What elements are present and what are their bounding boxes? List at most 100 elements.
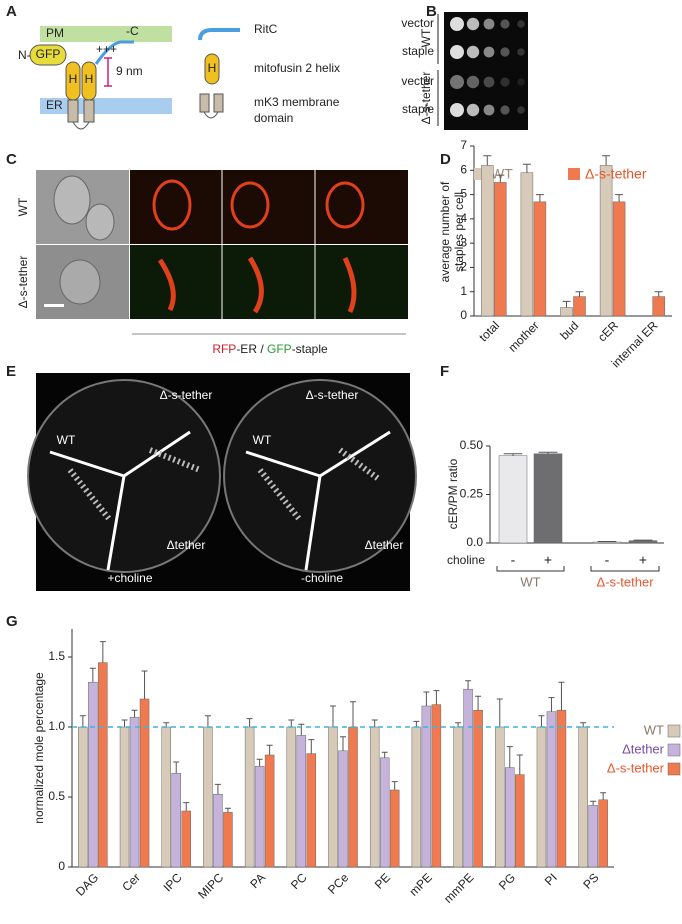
bar (286, 726, 297, 868)
x-tick-label: MIPC (195, 870, 226, 901)
caption: RFP-ER / GFP-staple (212, 342, 328, 356)
plate-label: WT (253, 433, 272, 447)
bar (78, 726, 88, 868)
ritc-label: RitC (254, 22, 278, 36)
x-tick-label: total (476, 318, 502, 344)
bar (588, 805, 598, 868)
error-bar (266, 744, 273, 755)
bar (599, 165, 613, 317)
error-bar (121, 719, 128, 727)
distance-label: 9 nm (116, 64, 143, 78)
bar (546, 711, 557, 868)
legend-label: Δtether (622, 741, 665, 756)
spot (450, 103, 464, 117)
bar (139, 698, 150, 868)
plate-label: Δ-s-tether (160, 388, 213, 402)
mk3-legend-label: mK3 membrane (254, 95, 340, 109)
bar (481, 165, 494, 317)
spot (483, 46, 495, 58)
row-label: Δ-s-tether (16, 256, 30, 309)
error-bar (475, 695, 482, 711)
er-stain (325, 181, 365, 229)
bar (306, 753, 317, 868)
spot (450, 75, 464, 89)
caption-part: -staple (292, 342, 328, 356)
bar (498, 455, 528, 544)
x-tick-label: + (544, 552, 552, 568)
x-tick-label: PI (542, 870, 560, 888)
error-bar (506, 746, 513, 768)
legend-swatch (667, 762, 681, 776)
plate-label: Δtether (167, 538, 206, 552)
cell (85, 203, 115, 241)
er-stain (152, 179, 192, 231)
y-tick-label: 5 (460, 187, 467, 201)
bar (628, 540, 658, 544)
error-bar (483, 155, 492, 166)
error-bar (204, 715, 211, 727)
pm-label: PM (46, 26, 64, 40)
row-label: vector (401, 74, 434, 88)
spot (450, 17, 464, 31)
fluorescence-image (130, 245, 408, 319)
x-tick-label: PC (288, 870, 310, 892)
legend-swatch (667, 724, 681, 738)
y-tick-label: 1.0 (48, 719, 65, 733)
error-bar (465, 680, 472, 690)
x-tick-label: bud (557, 318, 581, 342)
bar (598, 799, 608, 868)
er-stain (157, 256, 357, 314)
bar (338, 750, 348, 868)
x-tick-label: Cer (119, 870, 143, 894)
error-bar (371, 719, 378, 727)
bar (369, 726, 380, 868)
spot (517, 20, 525, 28)
bar (98, 662, 108, 868)
y-tick-label: 4 (460, 211, 467, 225)
mk3-icon (199, 93, 210, 113)
bar (652, 296, 665, 317)
spot (483, 76, 495, 88)
bar (296, 735, 307, 868)
x-tick-label: PE (372, 870, 393, 891)
x-tick-label: PCe (325, 870, 352, 897)
spot (517, 48, 525, 56)
gfp-label: GFP (36, 47, 61, 61)
error-bar (433, 690, 440, 705)
bar (560, 307, 573, 317)
bar (556, 709, 567, 868)
row-label: staple (402, 102, 434, 116)
panel-letter: E (6, 363, 16, 380)
bar (520, 172, 534, 317)
bar (536, 726, 547, 868)
cell (53, 175, 91, 225)
bar (119, 726, 130, 868)
legend-label: Δ-s-tether (607, 760, 665, 775)
condition-label: +choline (107, 571, 152, 585)
y-tick-label: 0.0 (466, 535, 483, 549)
error-bar (79, 715, 86, 727)
y-axis-label: cER/PM ratio (446, 458, 460, 529)
bar (223, 812, 233, 868)
legend-swatch (667, 743, 681, 757)
scale-bar (44, 304, 64, 307)
y-axis-label: average number of (438, 181, 452, 282)
panel-letter: G (6, 613, 18, 630)
bar (612, 201, 626, 317)
bar (171, 772, 181, 868)
error-bar (538, 451, 558, 454)
error-bar (214, 783, 221, 795)
bar (473, 709, 483, 868)
spot (517, 78, 525, 86)
y-tick-label: 0.5 (48, 789, 65, 803)
bar (421, 705, 432, 868)
x-tick-label: mPE (406, 870, 434, 898)
error-bar (633, 539, 653, 541)
bar (505, 767, 515, 868)
mk3 (67, 99, 79, 123)
y-tick-label: 0.25 (460, 487, 484, 501)
panel-letter: B (426, 3, 437, 20)
y-tick-label: 0 (58, 859, 65, 873)
gfp (29, 44, 67, 66)
bar (389, 789, 400, 868)
